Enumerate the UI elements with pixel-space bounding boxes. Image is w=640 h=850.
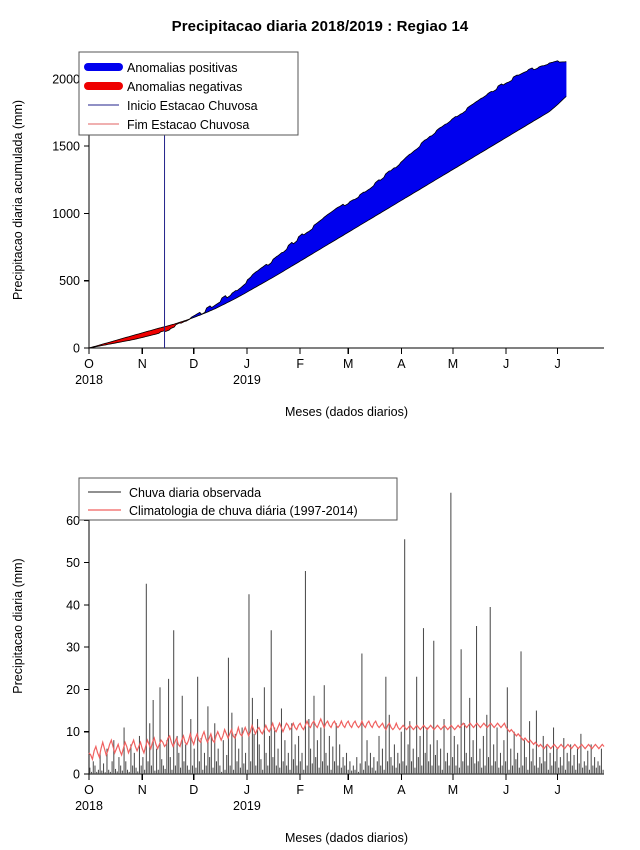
x-axis-tick-label: M xyxy=(448,357,458,371)
y-axis-tick-label: 2000 xyxy=(52,72,80,86)
x-axis-tick-label: A xyxy=(397,783,406,797)
x-axis-title: Meses (dados diarios) xyxy=(285,831,408,845)
x-axis-tick-label: A xyxy=(397,357,406,371)
x-axis-tick-label: O xyxy=(84,783,94,797)
y-axis-tick-label: 0 xyxy=(73,768,80,782)
y-axis-tick-label: 30 xyxy=(66,641,80,655)
accumulated-precipitation-chart: 0 500 1000 1500 2000 O N D J F M A M J J 2018 2019 Precip… xyxy=(11,51,604,419)
x-axis-tick-label: J xyxy=(555,357,561,371)
x-axis-year-2019: 2019 xyxy=(233,799,261,813)
y-axis-tick-label: 1500 xyxy=(52,140,80,154)
x-axis-tick-label: J xyxy=(244,357,250,371)
y-axis-tick-label: 10 xyxy=(66,725,80,739)
x-axis-tick-label: F xyxy=(296,783,304,797)
x-axis-tick-label: M xyxy=(343,357,353,371)
y-axis-tick-label: 20 xyxy=(66,683,80,697)
y-axis-title: Precipitacao diaria acumulada (mm) xyxy=(11,100,25,300)
y-axis-tick-label: 60 xyxy=(66,514,80,528)
page-title: Precipitacao diaria 2018/2019 : Regiao 1… xyxy=(171,18,469,35)
observed-accumulated-line xyxy=(88,60,567,349)
top-chart-legend: Anomalias positivas Anomalias negativas In… xyxy=(78,51,299,136)
x-axis-tick-label: J xyxy=(503,357,509,371)
legend-label-2: Inicio Estacao Chuvosa xyxy=(127,99,258,113)
x-axis-tick-label: N xyxy=(138,357,147,371)
y-axis-tick-label: 0 xyxy=(73,342,80,356)
x-axis-tick-label: O xyxy=(84,357,94,371)
x-axis-tick-label: F xyxy=(296,357,304,371)
y-axis-tick-label: 40 xyxy=(66,598,80,612)
x-axis-tick-label: J xyxy=(503,783,509,797)
y-axis-title: Precipitacao diaria (mm) xyxy=(11,558,25,693)
x-axis-tick-label: N xyxy=(138,783,147,797)
x-axis-tick-label: J xyxy=(244,783,250,797)
x-axis-tick-label: D xyxy=(189,783,198,797)
x-axis-tick-label: D xyxy=(189,357,198,371)
daily-rain-bars xyxy=(89,492,604,774)
legend-label-1: Climatologia de chuva diária (1997-2014) xyxy=(129,504,358,518)
y-axis-tick-label: 500 xyxy=(59,274,80,288)
legend-label-3: Fim Estacao Chuvosa xyxy=(127,118,249,132)
legend-box xyxy=(78,477,398,521)
x-axis-year-2018: 2018 xyxy=(75,373,103,387)
legend-label-0: Anomalias positivas xyxy=(127,61,237,75)
daily-precipitation-chart: 0 10 20 30 40 50 60 O N D J F M A M J J 2018 2019 Precipita… xyxy=(11,477,605,845)
x-axis-tick-label: M xyxy=(448,783,458,797)
bottom-chart-legend: Chuva diaria observada Climatologia de ch… xyxy=(78,477,398,521)
x-axis-year-2019: 2019 xyxy=(233,373,261,387)
y-axis-tick-label: 1000 xyxy=(52,207,80,221)
legend-label-0: Chuva diaria observada xyxy=(129,486,261,500)
x-axis-year-2018: 2018 xyxy=(75,799,103,813)
legend-label-1: Anomalias negativas xyxy=(127,80,242,94)
x-axis-tick-label: J xyxy=(555,783,561,797)
x-axis-title: Meses (dados diarios) xyxy=(285,405,408,419)
x-axis-tick-label: M xyxy=(343,783,353,797)
y-axis-tick-label: 50 xyxy=(66,556,80,570)
climatology-accumulated-line xyxy=(88,96,567,349)
climatology-line xyxy=(88,717,605,762)
